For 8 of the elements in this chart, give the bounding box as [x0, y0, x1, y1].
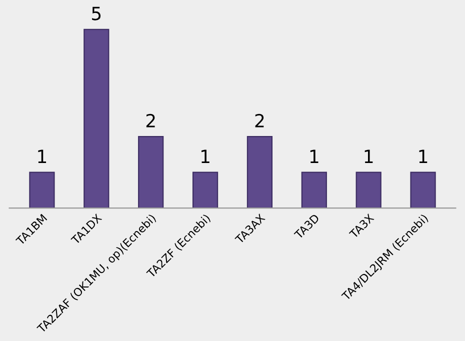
data-label: 1: [38, 150, 46, 163]
data-label: 1: [202, 150, 210, 163]
data-label: 1: [364, 150, 373, 163]
data-label: 1: [419, 150, 428, 163]
data-label: 1: [310, 150, 318, 163]
data-label: 2: [146, 114, 155, 128]
data-label: 5: [92, 6, 101, 20]
data-label: 2: [255, 114, 264, 128]
